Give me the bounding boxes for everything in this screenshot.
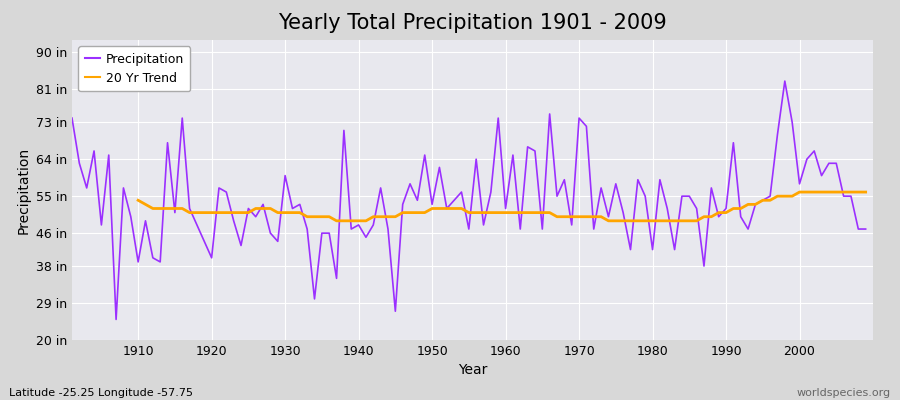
Text: Latitude -25.25 Longitude -57.75: Latitude -25.25 Longitude -57.75 bbox=[9, 388, 193, 398]
Text: worldspecies.org: worldspecies.org bbox=[796, 388, 891, 398]
Legend: Precipitation, 20 Yr Trend: Precipitation, 20 Yr Trend bbox=[78, 46, 190, 91]
Y-axis label: Precipitation: Precipitation bbox=[16, 146, 31, 234]
X-axis label: Year: Year bbox=[458, 364, 487, 378]
Title: Yearly Total Precipitation 1901 - 2009: Yearly Total Precipitation 1901 - 2009 bbox=[278, 13, 667, 33]
